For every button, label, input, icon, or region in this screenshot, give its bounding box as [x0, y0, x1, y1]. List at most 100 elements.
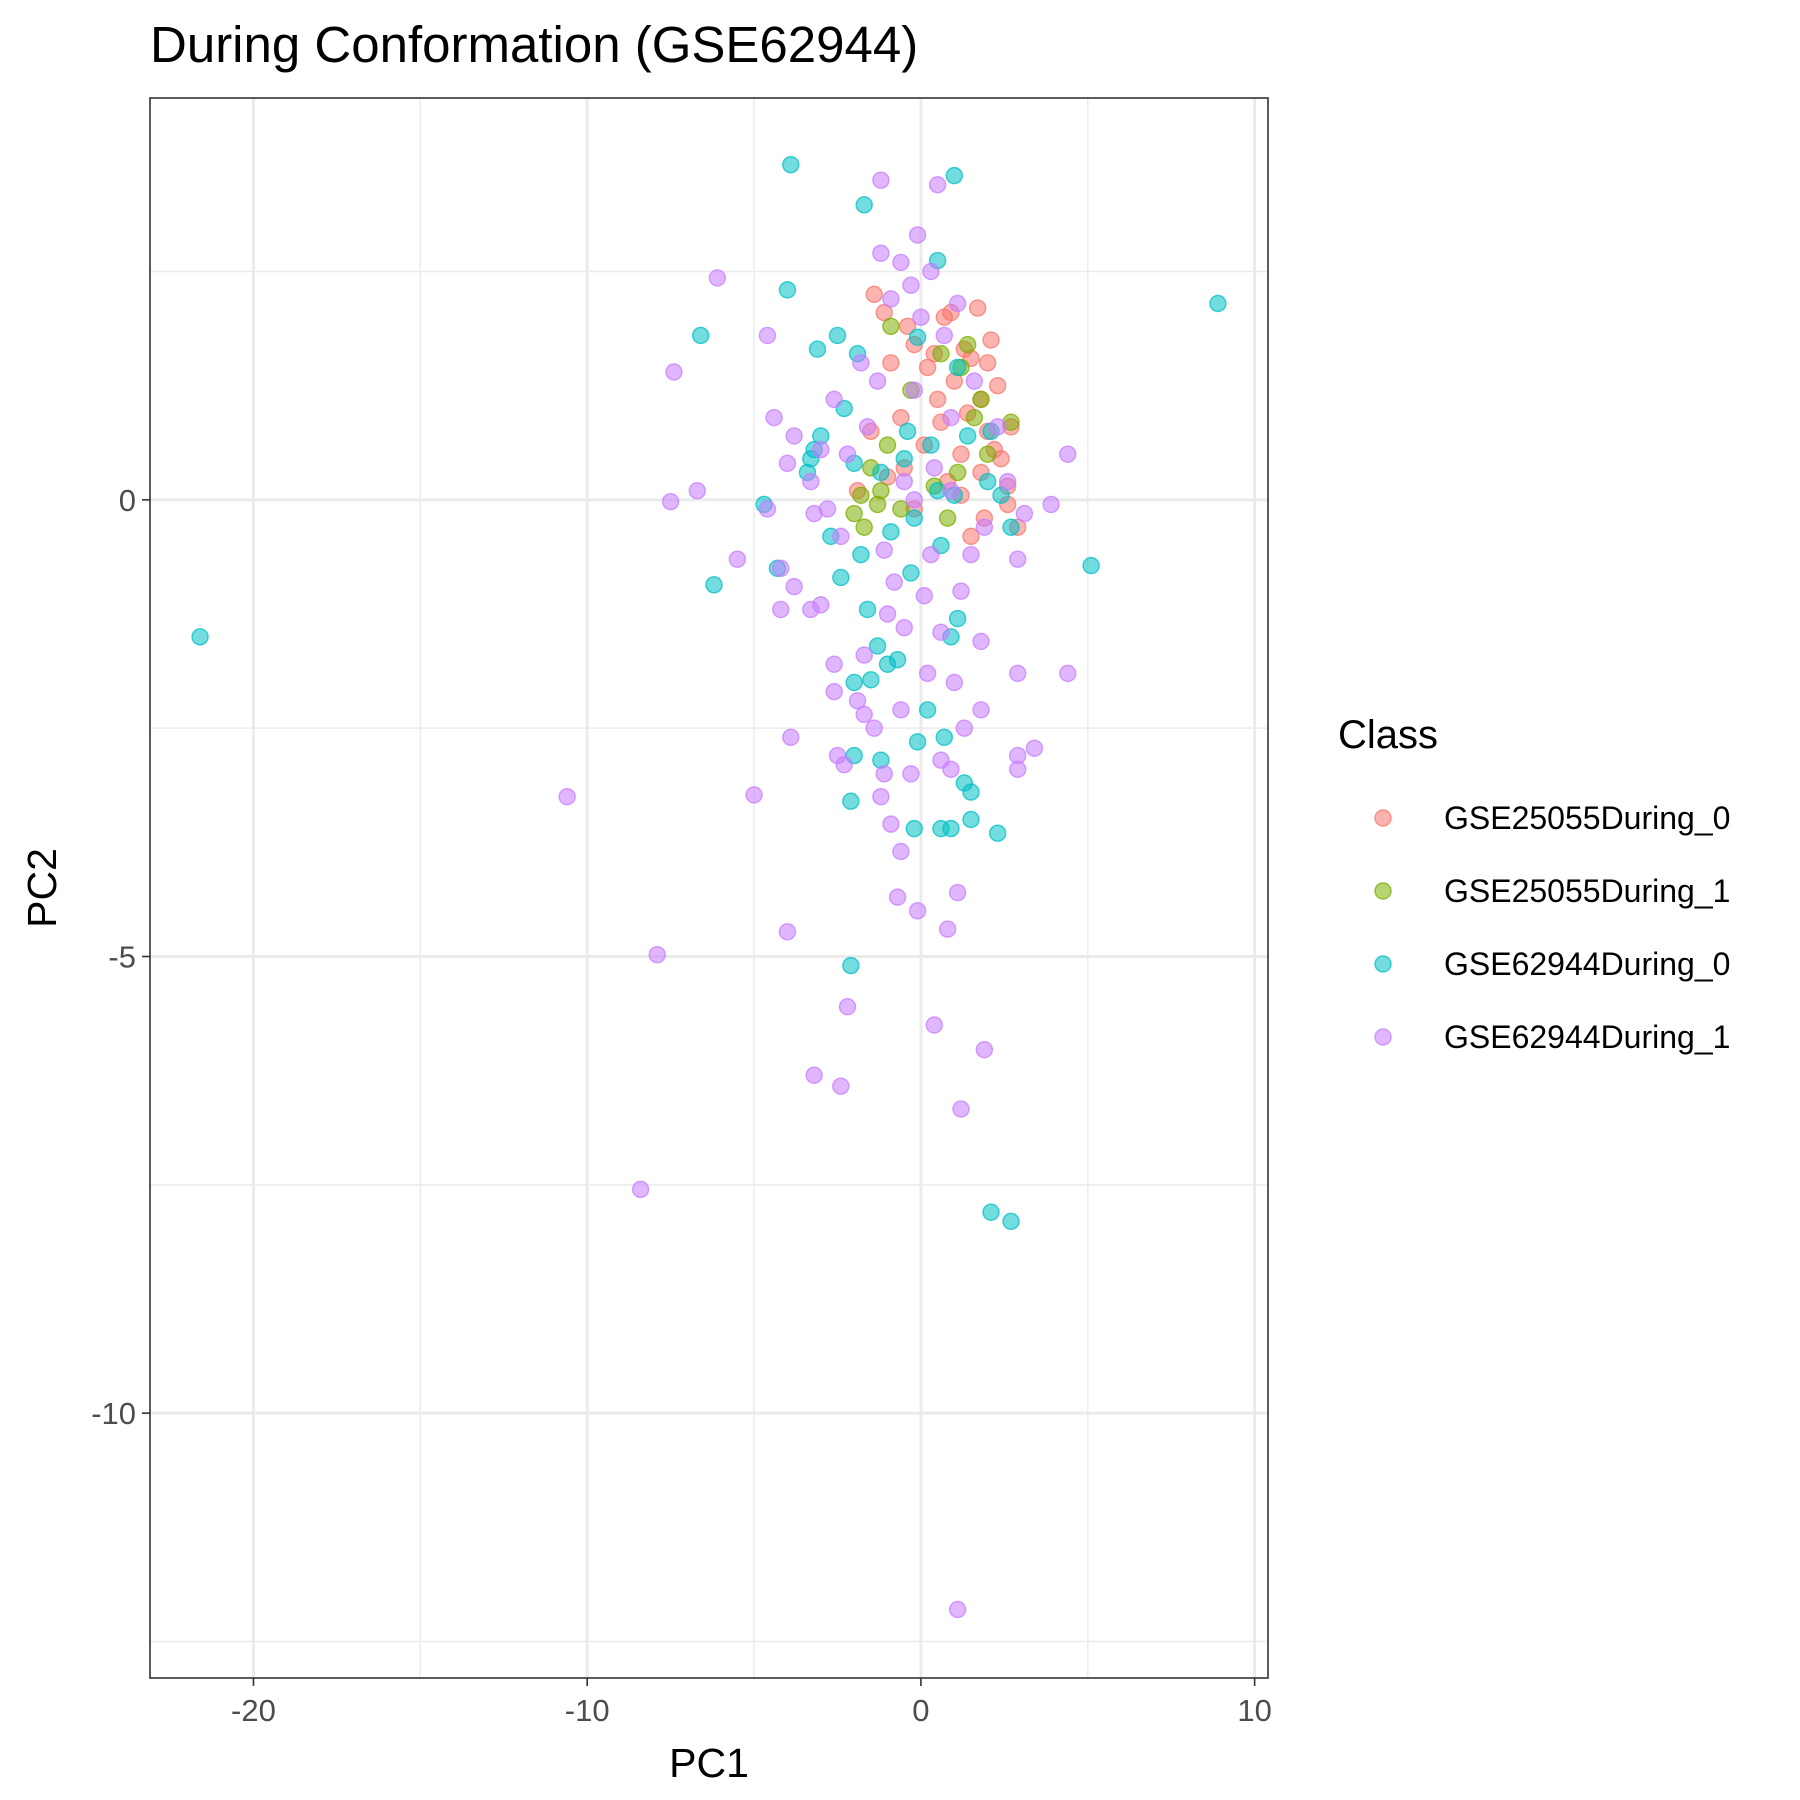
data-point	[825, 390, 843, 409]
data-point	[905, 491, 923, 509]
legend-swatch	[1374, 1028, 1392, 1046]
x-tick-label: -20	[231, 1693, 276, 1728]
y-tick-label: -5	[108, 939, 136, 974]
legend-swatch	[1374, 882, 1392, 900]
data-point	[648, 945, 666, 964]
y-tick-label: -10	[91, 1396, 136, 1431]
data-point	[878, 605, 897, 623]
data-point	[1002, 518, 1020, 536]
legend-item: GSE62944During_1	[1374, 1019, 1730, 1055]
data-point	[945, 166, 963, 185]
data-point	[782, 155, 800, 174]
data-point	[838, 445, 857, 463]
data-point	[878, 436, 897, 454]
data-point	[858, 600, 877, 619]
data-point	[945, 673, 963, 692]
data-point	[875, 765, 893, 783]
data-point	[988, 376, 1007, 395]
data-point	[895, 472, 913, 491]
data-point	[872, 787, 890, 806]
data-point	[988, 418, 1007, 436]
data-point	[892, 701, 910, 719]
data-point	[808, 340, 827, 358]
data-point	[872, 171, 890, 189]
legend-items: GSE25055During_0 GSE25055During_1 GSE62944…	[1374, 800, 1730, 1055]
data-point	[782, 728, 800, 747]
data-point	[1009, 550, 1027, 568]
x-tick-label: 0	[912, 1693, 929, 1728]
data-point	[908, 226, 927, 244]
data-point	[972, 632, 990, 651]
legend-item: GSE25055During_1	[1374, 873, 1730, 909]
data-point	[848, 692, 867, 710]
data-point	[882, 290, 900, 308]
data-point	[858, 418, 877, 436]
y-axis-title: PC2	[19, 848, 65, 928]
plot-panel-border	[149, 97, 1269, 1679]
data-point	[845, 673, 863, 692]
data-point	[938, 920, 957, 938]
data-point	[925, 1016, 943, 1034]
data-point	[918, 664, 937, 683]
y-tick-label: 0	[119, 483, 136, 518]
data-point	[1082, 556, 1100, 575]
data-point	[1009, 760, 1027, 778]
data-point	[758, 500, 777, 518]
data-point	[968, 299, 987, 317]
data-point	[908, 902, 927, 920]
data-point	[942, 819, 960, 838]
data-point	[875, 541, 893, 559]
data-point	[665, 363, 683, 381]
data-point	[1002, 1212, 1020, 1231]
data-point	[965, 372, 984, 390]
data-point	[705, 576, 723, 594]
data-point	[942, 760, 960, 778]
data-point	[892, 253, 910, 272]
data-point	[832, 1077, 850, 1095]
data-point	[895, 450, 913, 468]
data-point	[908, 733, 927, 751]
data-point	[832, 568, 850, 587]
data-point	[978, 354, 997, 372]
data-point	[962, 545, 980, 564]
legend-label: GSE25055During_1	[1444, 873, 1730, 909]
grid-lines	[150, 98, 1268, 1678]
data-point	[965, 408, 984, 427]
data-point	[785, 577, 803, 596]
chart-title: During Conformation (GSE62944)	[150, 16, 918, 73]
data-point	[988, 824, 1007, 842]
x-axis-ticks: -20 -10 0 10	[231, 1678, 1272, 1728]
data-point	[948, 1600, 967, 1619]
data-point	[938, 509, 957, 527]
data-point	[948, 294, 967, 313]
data-point	[942, 408, 960, 427]
data-point	[191, 628, 209, 646]
data-point	[855, 518, 873, 536]
data-point	[778, 281, 797, 299]
scatter-points	[191, 155, 1227, 1619]
data-point	[1009, 664, 1027, 683]
data-point	[892, 408, 910, 427]
data-point	[868, 372, 887, 390]
legend-item: GSE25055During_0	[1374, 800, 1730, 836]
data-point	[818, 500, 837, 518]
data-point	[852, 354, 870, 372]
data-point	[691, 326, 710, 345]
data-point	[842, 792, 860, 810]
data-point	[802, 472, 820, 491]
data-point	[902, 564, 920, 582]
data-point	[558, 787, 576, 806]
data-point	[868, 495, 887, 514]
data-point	[1209, 294, 1227, 313]
data-point	[905, 509, 923, 527]
data-point	[825, 682, 843, 701]
data-point	[855, 646, 873, 664]
data-point	[905, 381, 923, 399]
data-point	[832, 527, 850, 546]
data-point	[908, 328, 927, 346]
data-point	[1059, 445, 1077, 463]
data-point	[978, 472, 997, 491]
data-point	[1042, 495, 1060, 514]
data-point	[852, 545, 870, 564]
